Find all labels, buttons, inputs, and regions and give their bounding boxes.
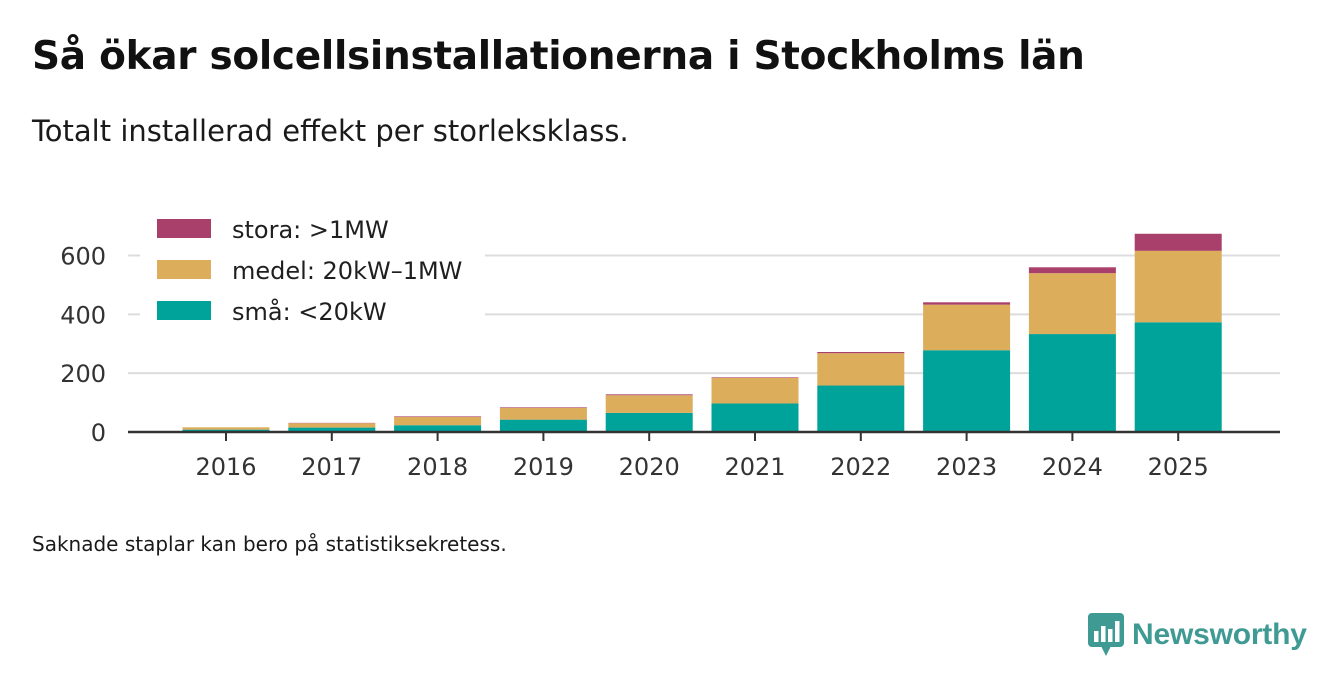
bar-sma-2023[interactable] (923, 350, 1011, 432)
newsworthy-logo-text: Newsworthy (1132, 618, 1307, 651)
x-tick-label: 2023 (936, 453, 997, 481)
x-tick-label: 2018 (407, 453, 468, 481)
y-tick-label: 400 (60, 301, 106, 329)
bar-medel-2016[interactable] (182, 427, 270, 430)
bar-medel-2018[interactable] (394, 417, 482, 426)
bar-sma-2020[interactable] (605, 412, 693, 432)
bar-medel-2017[interactable] (288, 423, 376, 428)
x-tick-label: 2024 (1042, 453, 1103, 481)
x-tick-label: 2021 (724, 453, 785, 481)
bar-medel-2024[interactable] (1028, 273, 1116, 335)
chart-subtitle: Totalt installerad effekt per storlekskl… (32, 114, 629, 148)
legend-label-stora[interactable]: stora: >1MW (232, 216, 389, 244)
x-tick-label: 2019 (513, 453, 574, 481)
bar-stora-2023[interactable] (923, 302, 1011, 305)
x-tick-label: 2017 (301, 453, 362, 481)
newsworthy-logo-icon (1088, 613, 1124, 656)
bar-stora-2022[interactable] (817, 352, 905, 354)
bar-medel-2022[interactable] (817, 353, 905, 386)
legend-swatch-medel[interactable] (157, 260, 211, 279)
bar-stora-2025[interactable] (1134, 233, 1222, 251)
legend-swatch-sma[interactable] (157, 301, 211, 320)
y-tick-label: 600 (60, 243, 106, 271)
bar-stora-2021[interactable] (711, 377, 799, 378)
bar-sma-2022[interactable] (817, 385, 905, 432)
footnote: Saknade staplar kan bero på statistiksek… (32, 532, 507, 556)
y-tick-label: 0 (91, 419, 106, 447)
bar-medel-2025[interactable] (1134, 250, 1222, 323)
legend-label-medel[interactable]: medel: 20kW–1MW (232, 257, 462, 285)
bar-sma-2024[interactable] (1028, 334, 1116, 432)
y-tick-label: 200 (60, 360, 106, 388)
chart-title: Så ökar solcellsinstallationerna i Stock… (32, 34, 1085, 79)
bar-stora-2019[interactable] (499, 407, 587, 408)
bar-medel-2020[interactable] (605, 395, 693, 413)
newsworthy-logo[interactable]: Newsworthy (1088, 612, 1307, 658)
x-tick-label: 2016 (195, 453, 256, 481)
legend-label-sma[interactable]: små: <20kW (232, 297, 387, 326)
bar-medel-2023[interactable] (923, 304, 1011, 351)
bar-sma-2021[interactable] (711, 403, 799, 432)
legend-swatch-stora[interactable] (157, 219, 211, 238)
bar-sma-2025[interactable] (1134, 322, 1222, 432)
bar-sma-2019[interactable] (499, 419, 587, 432)
bar-medel-2021[interactable] (711, 377, 799, 404)
bar-stora-2018[interactable] (394, 416, 482, 417)
bar-stora-2024[interactable] (1028, 267, 1116, 274)
x-tick-label: 2025 (1148, 453, 1209, 481)
x-tick-label: 2022 (830, 453, 891, 481)
x-tick-label: 2020 (619, 453, 680, 481)
bar-sma-2018[interactable] (394, 425, 482, 432)
bar-stora-2020[interactable] (605, 394, 693, 396)
bar-sma-2017[interactable] (288, 427, 376, 432)
bar-medel-2019[interactable] (499, 407, 587, 420)
